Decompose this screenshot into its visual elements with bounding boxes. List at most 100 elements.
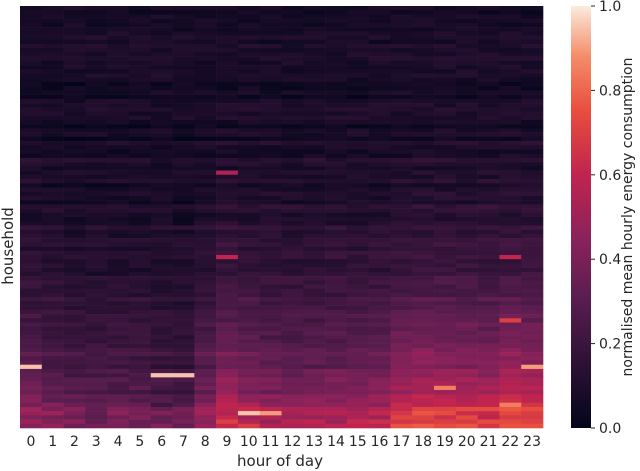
heatmap-cell bbox=[412, 364, 435, 370]
heatmap-cell bbox=[499, 124, 522, 129]
heatmap-cell bbox=[85, 284, 108, 290]
heatmap-cell bbox=[390, 81, 413, 87]
heatmap-cell bbox=[41, 124, 64, 129]
heatmap-cell bbox=[368, 212, 391, 218]
heatmap-cell bbox=[499, 94, 522, 100]
heatmap-cell bbox=[172, 419, 195, 425]
heatmap-cell bbox=[477, 170, 500, 176]
heatmap-cell bbox=[150, 259, 173, 264]
heatmap-cell bbox=[150, 352, 173, 357]
heatmap-cell bbox=[390, 233, 413, 239]
heatmap-cell bbox=[63, 179, 86, 184]
heatmap-cell bbox=[128, 162, 152, 167]
heatmap-cell bbox=[194, 208, 217, 214]
heatmap-cell bbox=[150, 398, 173, 403]
heatmap-cell bbox=[477, 56, 500, 62]
heatmap-cell bbox=[107, 6, 130, 11]
heatmap-cell bbox=[521, 221, 544, 226]
colorbar-ticks: 0.00.20.40.60.81.0 bbox=[591, 0, 621, 437]
heatmap-cell bbox=[259, 86, 282, 91]
heatmap-cell bbox=[128, 394, 152, 399]
heatmap-cell bbox=[499, 60, 522, 66]
heatmap-cell bbox=[216, 65, 239, 70]
heatmap-cell bbox=[85, 187, 108, 192]
heatmap-cell bbox=[41, 39, 64, 45]
heatmap-cell bbox=[521, 301, 544, 306]
heatmap-cell bbox=[259, 280, 282, 285]
heatmap-cell bbox=[41, 43, 64, 49]
heatmap-cell bbox=[346, 86, 369, 91]
heatmap-cell bbox=[41, 14, 64, 19]
heatmap-cell bbox=[63, 107, 86, 112]
heatmap-cell bbox=[455, 242, 478, 247]
heatmap-cell bbox=[41, 423, 64, 429]
heatmap-cell bbox=[412, 394, 435, 399]
heatmap-cell bbox=[237, 242, 261, 247]
heatmap-cell bbox=[521, 86, 544, 91]
heatmap-cell bbox=[325, 305, 348, 311]
heatmap-cell bbox=[281, 170, 304, 176]
heatmap-cell bbox=[194, 352, 217, 357]
heatmap-cell bbox=[237, 98, 261, 104]
heatmap-cell bbox=[107, 208, 130, 214]
heatmap-cell bbox=[499, 330, 522, 336]
heatmap-cell bbox=[85, 238, 108, 243]
heatmap-cell bbox=[237, 390, 261, 395]
heatmap-cell bbox=[412, 423, 435, 429]
x-tick-label: 10 bbox=[240, 434, 258, 450]
heatmap-cell bbox=[368, 119, 391, 125]
heatmap-cell bbox=[412, 86, 435, 91]
heatmap-cell bbox=[303, 297, 326, 302]
heatmap-cell bbox=[346, 309, 369, 315]
heatmap-cell bbox=[150, 31, 173, 36]
heatmap-cell bbox=[216, 10, 239, 15]
heatmap-cell bbox=[455, 115, 478, 121]
heatmap-cell bbox=[172, 115, 195, 121]
heatmap-cell bbox=[85, 368, 108, 374]
heatmap-cell bbox=[455, 27, 478, 32]
heatmap-cell bbox=[128, 339, 152, 344]
heatmap-cell bbox=[63, 81, 86, 87]
heatmap-cell bbox=[303, 423, 326, 429]
heatmap-cell bbox=[303, 335, 326, 340]
heatmap-cell bbox=[368, 145, 391, 150]
heatmap-cell bbox=[63, 166, 86, 171]
heatmap-cell bbox=[150, 254, 173, 260]
heatmap-cell bbox=[455, 352, 478, 357]
heatmap-cell bbox=[281, 360, 304, 365]
heatmap-cell bbox=[150, 183, 173, 188]
heatmap-cell bbox=[281, 52, 304, 57]
heatmap-cell bbox=[281, 115, 304, 121]
heatmap-cell bbox=[368, 157, 391, 163]
heatmap-cell bbox=[477, 318, 500, 323]
heatmap-cell bbox=[390, 43, 413, 49]
heatmap-cell bbox=[477, 330, 500, 336]
heatmap-cell bbox=[325, 153, 348, 159]
heatmap-cell bbox=[477, 191, 500, 197]
heatmap-cell bbox=[128, 65, 152, 70]
heatmap-cell bbox=[281, 132, 304, 138]
heatmap-cell bbox=[521, 398, 544, 403]
heatmap-cell bbox=[325, 254, 348, 260]
heatmap-cell bbox=[150, 136, 173, 142]
heatmap-cell bbox=[521, 368, 544, 374]
heatmap-cell bbox=[237, 419, 261, 425]
heatmap-cell bbox=[194, 94, 217, 100]
heatmap-cell bbox=[412, 81, 435, 87]
heatmap-cell bbox=[499, 233, 522, 239]
heatmap-cell bbox=[477, 115, 500, 121]
heatmap-cell bbox=[434, 170, 457, 176]
heatmap-cell bbox=[128, 124, 152, 129]
heatmap-cell bbox=[521, 115, 544, 121]
heatmap-cell bbox=[346, 305, 369, 311]
heatmap-cell bbox=[107, 368, 130, 374]
heatmap-cell bbox=[325, 132, 348, 138]
heatmap-cell bbox=[172, 60, 195, 66]
heatmap-cell bbox=[499, 35, 522, 41]
heatmap-cell bbox=[63, 195, 86, 201]
heatmap-cell bbox=[412, 343, 435, 349]
heatmap-cell bbox=[368, 259, 391, 264]
heatmap-cell bbox=[521, 153, 544, 159]
heatmap-cell bbox=[390, 52, 413, 57]
heatmap-cell bbox=[368, 233, 391, 239]
